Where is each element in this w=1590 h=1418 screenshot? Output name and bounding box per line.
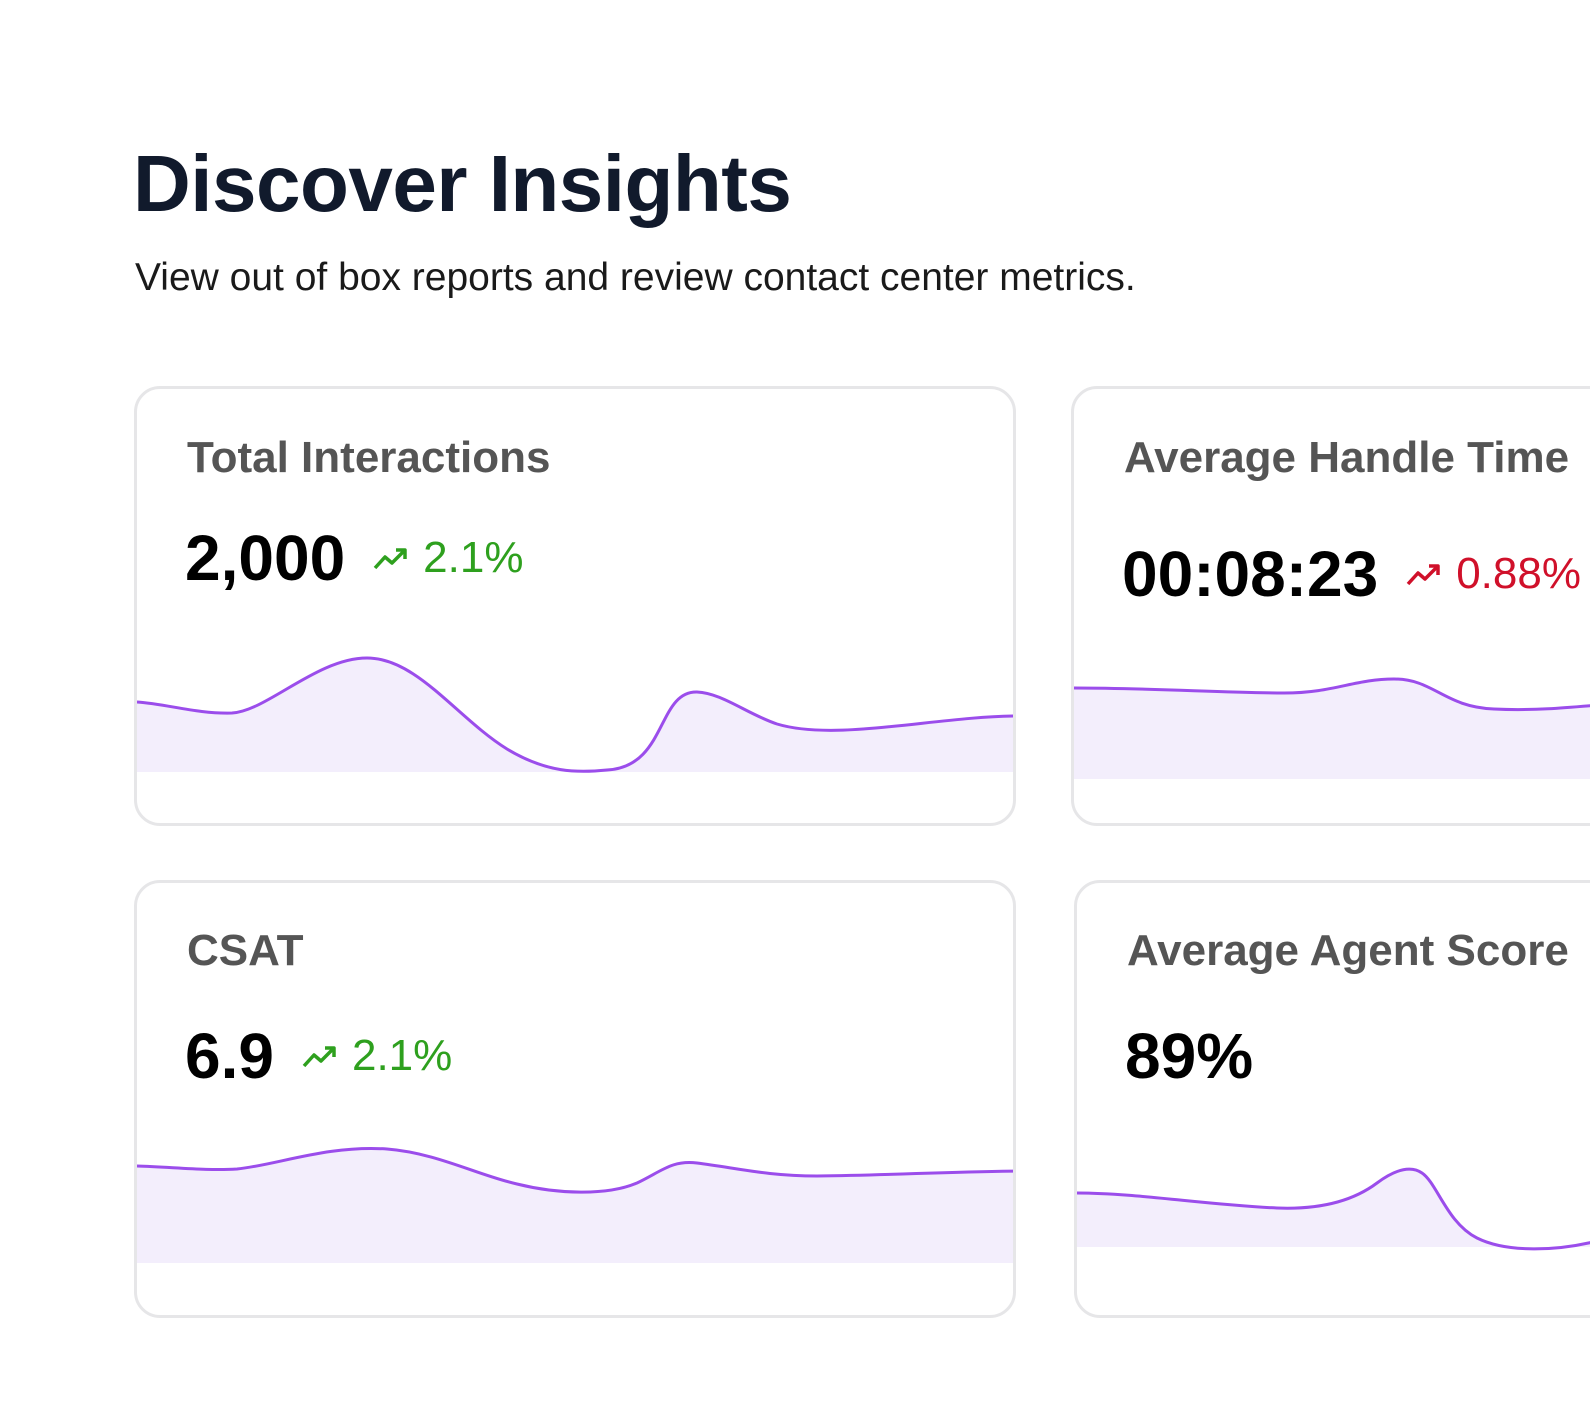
trend-value: 2.1% xyxy=(351,1031,453,1080)
trend-value: 2.1% xyxy=(423,533,524,582)
metric-row: 2,000 2.1% xyxy=(185,521,523,595)
metric-card-total-interactions[interactable]: Total Interactions 2,000 2.1% xyxy=(134,386,1016,826)
card-title: Total Interactions xyxy=(187,433,551,482)
sparkline-area xyxy=(137,658,1013,772)
metric-value: 2,000 xyxy=(185,522,346,594)
trending-up-icon xyxy=(373,548,407,570)
sparkline-area xyxy=(1074,679,1590,779)
trend-indicator: 2.1% xyxy=(302,1031,452,1081)
metric-card-average-agent-score[interactable]: Average Agent Score 89% xyxy=(1074,880,1590,1318)
trending-up-icon xyxy=(1406,564,1440,586)
metric-value: 00:08:23 xyxy=(1122,538,1379,610)
page-title: Discover Insights xyxy=(133,139,792,228)
metric-card-csat[interactable]: CSAT 6.9 2.1% xyxy=(134,880,1016,1318)
sparkline-area xyxy=(137,1148,1013,1263)
trending-up-icon xyxy=(302,1046,336,1068)
card-title: Average Agent Score xyxy=(1127,926,1569,975)
sparkline-line xyxy=(1074,677,1590,712)
metric-value: 6.9 xyxy=(185,1020,274,1092)
sparkline-chart xyxy=(137,1146,1013,1263)
metric-row: 89% xyxy=(1125,1019,1253,1093)
metric-card-average-handle-time[interactable]: Average Handle Time 00:08:23 0.88% xyxy=(1071,386,1590,826)
sparkline-line xyxy=(1077,1167,1590,1251)
card-title: CSAT xyxy=(187,926,304,975)
metric-row: 6.9 2.1% xyxy=(185,1019,452,1093)
sparkline-line xyxy=(137,656,1013,773)
page-subtitle: View out of box reports and review conta… xyxy=(135,256,1136,299)
sparkline-line xyxy=(137,1146,1013,1194)
metric-value: 89% xyxy=(1125,1020,1254,1092)
trend-value: 0.88% xyxy=(1456,549,1581,598)
sparkline-chart xyxy=(1074,677,1590,779)
sparkline-chart xyxy=(137,656,1013,773)
trend-indicator: 0.88% xyxy=(1406,549,1581,599)
sparkline-chart xyxy=(1077,1167,1590,1251)
sparkline-area xyxy=(1077,1169,1590,1249)
card-title: Average Handle Time xyxy=(1124,433,1570,482)
metric-row: 00:08:23 0.88% xyxy=(1122,537,1581,611)
trend-indicator: 2.1% xyxy=(373,533,523,583)
